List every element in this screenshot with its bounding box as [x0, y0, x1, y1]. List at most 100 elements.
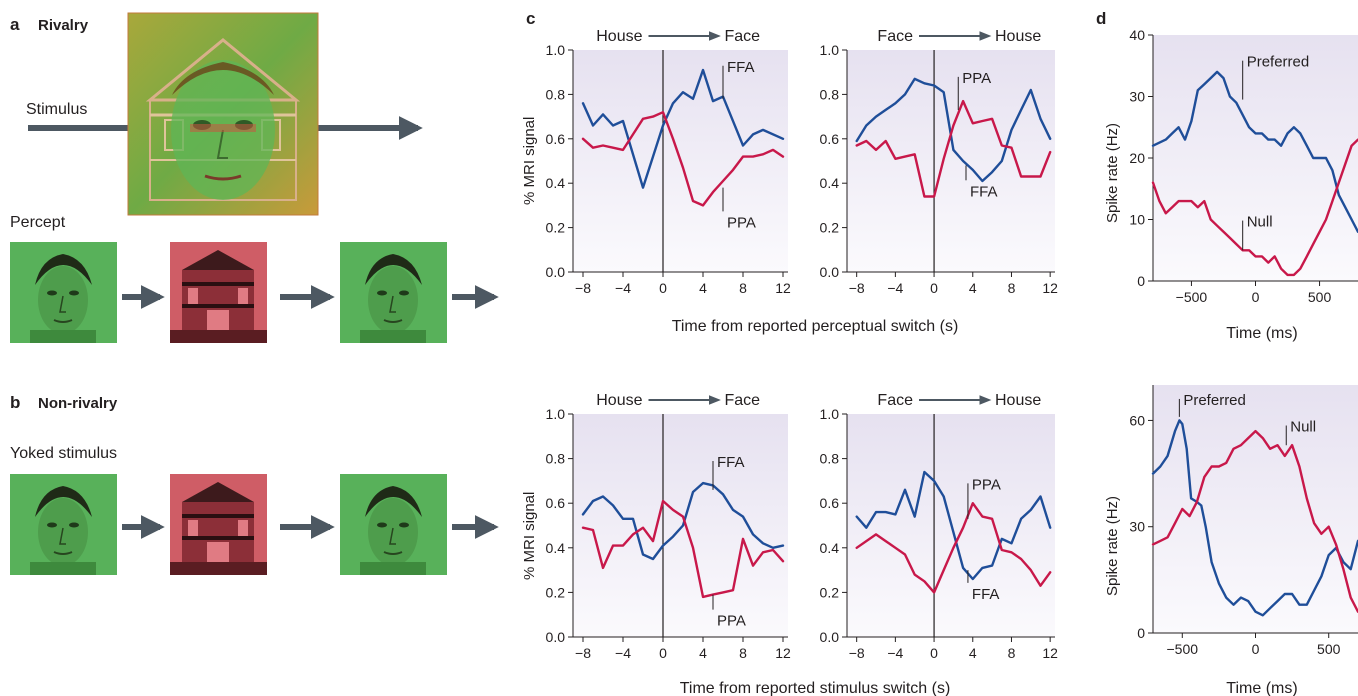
x-tick-label: −8 — [849, 645, 865, 661]
y-tick-label: 1.0 — [546, 42, 566, 58]
x-tick-label: −8 — [575, 645, 591, 661]
panel-d-xlabel-top: Time (ms) — [1226, 325, 1297, 342]
x-tick-label: −8 — [575, 280, 591, 296]
x-tick-label: 0 — [659, 645, 667, 661]
percept-image-face-2 — [340, 242, 447, 343]
panel-c-ylabel-top: % MRI signal — [521, 117, 538, 205]
y-tick-label: 0.0 — [546, 629, 566, 645]
panel-c-ylabel-bottom: % MRI signal — [521, 492, 538, 580]
y-tick-label: 60 — [1129, 412, 1145, 428]
series-line-null — [1151, 138, 1358, 277]
panel-d-xlabel-bottom: Time (ms) — [1226, 680, 1297, 696]
annotation-label: FFA — [970, 183, 998, 200]
header-from-label: House — [596, 28, 642, 45]
x-tick-label: −500 — [1176, 289, 1208, 305]
yoked-stimulus-label: Yoked stimulus — [10, 445, 117, 462]
percept-label: Percept — [10, 214, 66, 231]
panel-c-xlabel-top: Time from reported perceptual switch (s) — [672, 318, 959, 335]
panel-a-letter: a — [10, 15, 20, 34]
y-tick-label: 0.8 — [546, 86, 566, 102]
y-tick-label: 1.0 — [546, 406, 566, 422]
y-tick-label: 0 — [1137, 273, 1145, 289]
annotation-label: Preferred — [1183, 392, 1246, 409]
header-from-label: House — [596, 392, 642, 409]
y-tick-label: 20 — [1129, 150, 1145, 166]
panel-d-letter: d — [1096, 9, 1106, 28]
panel-d-ylabel-top: Spike rate (Hz) — [1104, 123, 1121, 223]
y-tick-label: 0.8 — [820, 451, 840, 467]
x-tick-label: 500 — [1317, 641, 1341, 657]
x-tick-label: −8 — [849, 280, 865, 296]
annotation-label: PPA — [972, 476, 1001, 493]
chart-d-top: 0 10 20 30 40 −500 0 500 Preferred Null — [1129, 27, 1358, 305]
x-tick-label: 12 — [1042, 280, 1058, 296]
x-tick-label: 12 — [1042, 645, 1058, 661]
x-tick-label: 4 — [699, 280, 707, 296]
y-tick-label: 0.2 — [546, 584, 566, 600]
percept-image-house — [170, 242, 267, 343]
x-tick-label: 4 — [969, 280, 977, 296]
y-tick-label: 0.6 — [546, 131, 566, 147]
x-tick-label: 0 — [1252, 289, 1260, 305]
superimposed-face-house-image — [127, 12, 319, 216]
y-tick-label: 0.8 — [820, 86, 840, 102]
yoked-image-face-2 — [340, 474, 447, 575]
y-tick-label: 1.0 — [820, 42, 840, 58]
stimulus-label: Stimulus — [26, 101, 87, 118]
y-tick-label: 0.2 — [546, 220, 566, 236]
y-tick-label: 0.6 — [820, 131, 840, 147]
annotation-label: FFA — [717, 454, 745, 471]
x-tick-label: 12 — [775, 645, 791, 661]
plot-background — [1153, 385, 1358, 633]
panel-a: a Rivalry Stimulus Percept — [10, 12, 499, 343]
x-tick-label: 8 — [739, 645, 747, 661]
panel-b: b Non-rivalry Yoked stimulus — [10, 393, 499, 575]
yoked-image-face-1 — [10, 474, 117, 575]
plot-background — [847, 50, 1055, 272]
yoked-image-house — [170, 474, 267, 575]
y-tick-label: 40 — [1129, 27, 1145, 43]
panel-b-letter: b — [10, 393, 20, 412]
annotation-label: FFA — [727, 59, 755, 76]
chart-c-bottom-left: 0.0 0.2 0.4 0.6 0.8 1.0 −8 −4 0 4 8 12 FFA PPA House Fa… — [546, 392, 791, 661]
header-from-label: Face — [877, 28, 913, 45]
annotation-label: PPA — [727, 214, 756, 231]
chart-c-top-left: 0.0 0.2 0.4 0.6 0.8 1.0 −8 −4 0 4 8 12 FFA PPA House Fa… — [546, 28, 791, 296]
y-tick-label: 0 — [1137, 625, 1145, 641]
panel-a-title: Rivalry — [38, 17, 89, 34]
y-tick-label: 0.0 — [820, 629, 840, 645]
annotation-label: FFA — [972, 586, 1000, 603]
percept-image-face-1 — [10, 242, 117, 343]
series-line-null — [1151, 429, 1358, 613]
panel-d-ylabel-bottom: Spike rate (Hz) — [1104, 496, 1121, 596]
x-tick-label: 8 — [739, 280, 747, 296]
y-tick-label: 10 — [1129, 212, 1145, 228]
y-tick-label: 0.0 — [546, 264, 566, 280]
annotation-label: PPA — [717, 613, 746, 630]
y-tick-label: 0.0 — [820, 264, 840, 280]
x-tick-label: 0 — [930, 645, 938, 661]
chart-d-bottom: 0 30 60 −500 0 500 Preferred Null — [1129, 385, 1358, 657]
y-tick-label: 0.4 — [546, 175, 566, 191]
x-tick-label: 12 — [775, 280, 791, 296]
y-tick-label: 0.4 — [546, 540, 566, 556]
series-line-preferred — [1151, 419, 1358, 617]
x-tick-label: 8 — [1008, 645, 1016, 661]
series-line-ffa — [581, 68, 785, 189]
x-tick-label: 4 — [699, 645, 707, 661]
y-tick-label: 0.4 — [820, 540, 840, 556]
series-line-ffa — [855, 77, 1052, 183]
series-line-ppa — [581, 499, 785, 599]
x-tick-label: −4 — [887, 280, 903, 296]
series-line-ppa — [855, 99, 1052, 198]
panel-c-letter: c — [526, 9, 535, 28]
series-line-ffa — [855, 470, 1052, 581]
y-tick-label: 0.6 — [820, 495, 840, 511]
annotation-label: Null — [1247, 214, 1273, 231]
x-tick-label: −4 — [615, 645, 631, 661]
x-tick-label: −4 — [887, 645, 903, 661]
y-tick-label: 0.4 — [820, 175, 840, 191]
y-tick-label: 0.8 — [546, 451, 566, 467]
header-to-label: House — [995, 28, 1041, 45]
